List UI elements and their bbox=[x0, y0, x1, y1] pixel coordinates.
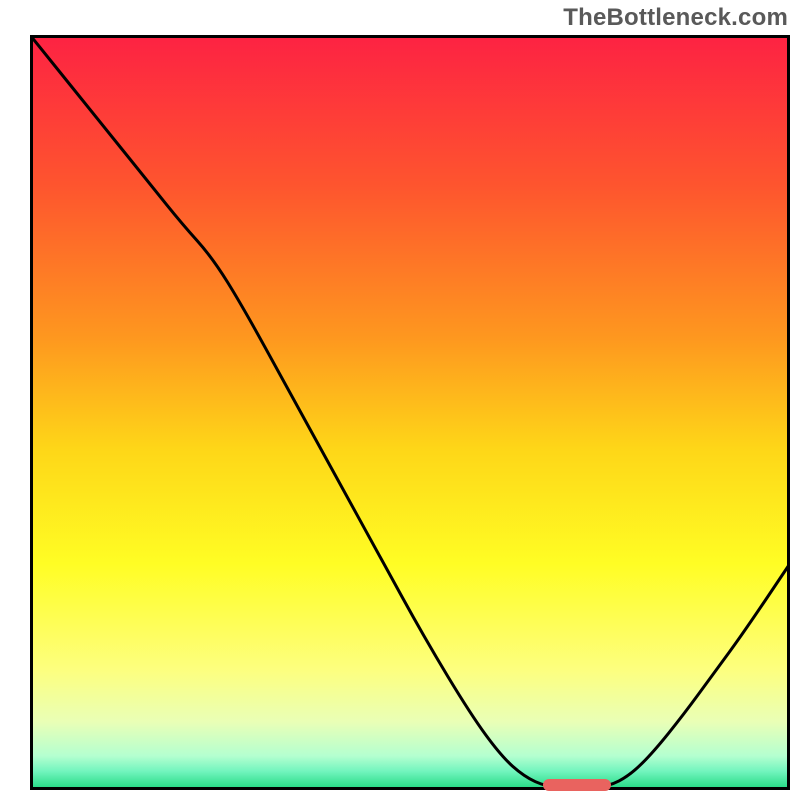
watermark-text: TheBottleneck.com bbox=[563, 4, 788, 32]
plot-area bbox=[30, 35, 790, 790]
minimum-marker bbox=[543, 779, 611, 791]
chart-container: TheBottleneck.com bbox=[0, 0, 800, 800]
